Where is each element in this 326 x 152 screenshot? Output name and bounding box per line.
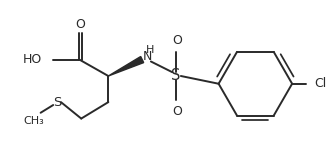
Text: O: O xyxy=(172,105,182,118)
Text: S: S xyxy=(171,69,181,83)
Text: H: H xyxy=(146,45,154,55)
Text: N: N xyxy=(142,50,152,63)
Polygon shape xyxy=(108,57,144,76)
Text: Cl: Cl xyxy=(314,77,326,90)
Text: CH₃: CH₃ xyxy=(23,116,44,126)
Text: S: S xyxy=(53,96,61,109)
Text: O: O xyxy=(75,18,85,31)
Text: O: O xyxy=(172,34,182,47)
Text: HO: HO xyxy=(22,53,42,66)
